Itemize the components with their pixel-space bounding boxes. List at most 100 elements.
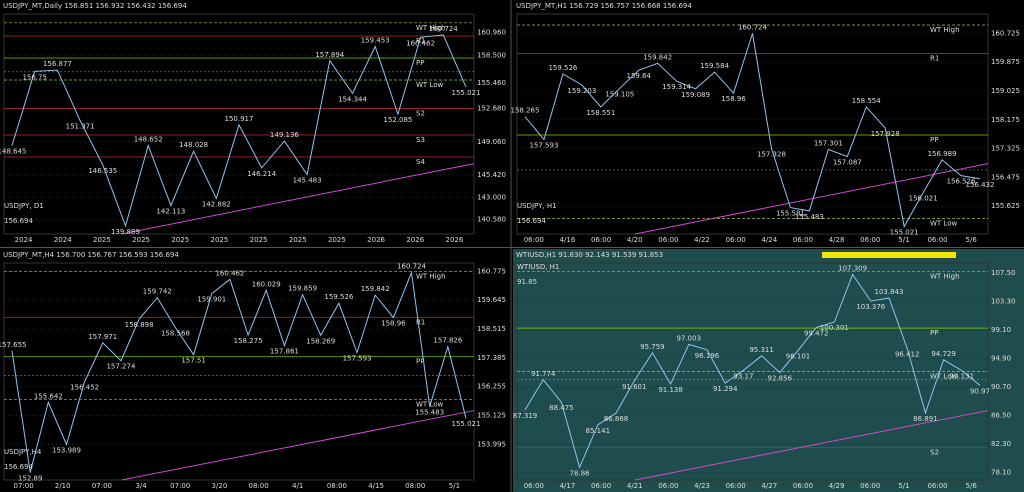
y-tick-label: 156.475 [991,173,1020,181]
swing-label: 86.891 [913,415,938,423]
price-line [524,33,981,228]
x-tick-label: 5/1 [898,482,909,490]
y-tick-label: 143.000 [477,193,506,201]
x-tick-label: 4/21 [627,482,643,490]
x-tick-label: 2026 [406,236,424,244]
swing-label: 157.928 [871,130,900,138]
x-tick-label: 5/6 [966,236,978,244]
swing-label: 158.551 [586,109,615,117]
swing-label: 155.642 [34,392,63,400]
x-tick-label: 2024 [15,236,33,244]
swing-label: 159.453 [361,37,390,45]
trend-line [121,410,475,481]
x-tick-label: 06:00 [591,482,611,490]
y-tick-label: 78.10 [991,469,1011,477]
swing-label: 160.724 [738,23,767,31]
x-tick-label: 08:00 [405,482,425,490]
swing-label: 149.136 [270,131,299,139]
y-tick-label: 140.580 [477,216,506,224]
swing-label: 159.314 [662,83,691,91]
x-tick-label: 4/27 [761,482,777,490]
swing-label: 88.475 [549,404,574,412]
swing-label: 157.971 [88,333,117,341]
swing-label: 158.275 [234,337,263,345]
swing-label: 93.17 [733,372,753,380]
y-tick-label: 155.125 [477,412,506,420]
plot-frame [516,13,989,235]
x-tick-label: 2025 [211,236,229,244]
swing-label: 159.901 [197,296,226,304]
x-tick-label: 2026 [446,236,464,244]
x-tick-label: 07:00 [13,482,33,490]
swing-label: 95.759 [640,343,665,351]
y-tick-label: 155.460 [477,79,506,87]
swing-label: 156.021 [909,195,938,203]
x-tick-label: 5/1 [449,482,460,490]
y-tick-label: 155.625 [991,202,1020,210]
swing-label: 159.742 [143,288,172,296]
swing-label: 160.462 [406,39,435,47]
symbol-label: USDJPY, H1 [517,202,557,210]
y-tick-label: 86.50 [991,412,1011,420]
y-tick-label: 82.30 [991,440,1011,448]
swing-label: 158.568 [161,330,190,338]
swing-label: 159.526 [548,64,577,72]
swing-label: 96.101 [786,352,811,360]
level-label: PP [930,136,938,144]
price-line [11,34,467,228]
y-tick-label: 158.515 [477,325,506,333]
y-tick-label: 159.645 [477,296,506,304]
y-tick-label: 145.420 [477,171,506,179]
x-tick-label: 2025 [328,236,346,244]
swing-label: 152.89 [18,475,43,483]
swing-label: 158.96 [721,95,746,103]
swing-label: 91.138 [658,386,683,394]
y-tick-label: 94.90 [991,355,1011,363]
swing-label: 91.774 [531,370,556,378]
trend-line [121,163,475,235]
swing-label: 146.214 [247,170,276,178]
swing-label: 157.655 [0,341,26,349]
x-tick-label: 06:00 [793,482,813,490]
x-tick-label: 4/29 [829,482,845,490]
last-price: 156.694 [4,463,33,471]
last-price: 156.694 [4,217,33,225]
swing-label: 157.593 [529,141,558,149]
symbol-label: USDJPY,H4 [4,448,42,456]
swing-label: 148.028 [179,141,208,149]
x-tick-label: 2/10 [55,482,71,490]
swing-label: 154.344 [338,95,367,103]
trend-line [634,163,989,235]
swing-label: 86.868 [604,415,629,423]
swing-label: 85.141 [586,427,611,435]
level-label: R1 [930,55,939,63]
swing-label: 153.989 [52,447,81,455]
x-tick-label: 06:00 [524,482,544,490]
y-tick-label: 158.175 [991,116,1020,124]
x-tick-label: 06:00 [726,482,746,490]
x-tick-label: 08:00 [248,482,268,490]
plot-frame [3,262,475,481]
swing-label: 145.483 [293,177,322,185]
x-tick-label: 4/1 [292,482,303,490]
swing-label: 156.989 [928,150,957,158]
swing-label: 142.882 [202,200,231,208]
plot-frame [3,13,475,235]
y-tick-label: 160.960 [477,29,506,37]
swing-label: 158.265 [511,107,540,115]
trend-line [634,410,989,481]
swing-label: 78.86 [570,469,591,477]
price-line [524,273,981,469]
y-tick-label: 156.255 [477,383,506,391]
x-tick-label: 06:00 [793,236,813,244]
x-tick-label: 07:00 [170,482,190,490]
level-label: WT High [930,26,960,34]
x-tick-label: 08:00 [327,482,347,490]
swing-label: 92.856 [768,374,793,382]
swing-label: 159.203 [567,87,596,95]
swing-label: 158.898 [125,321,154,329]
x-tick-label: 2025 [93,236,111,244]
level-label: WT High [930,273,960,281]
level-label: WT High [416,24,446,32]
